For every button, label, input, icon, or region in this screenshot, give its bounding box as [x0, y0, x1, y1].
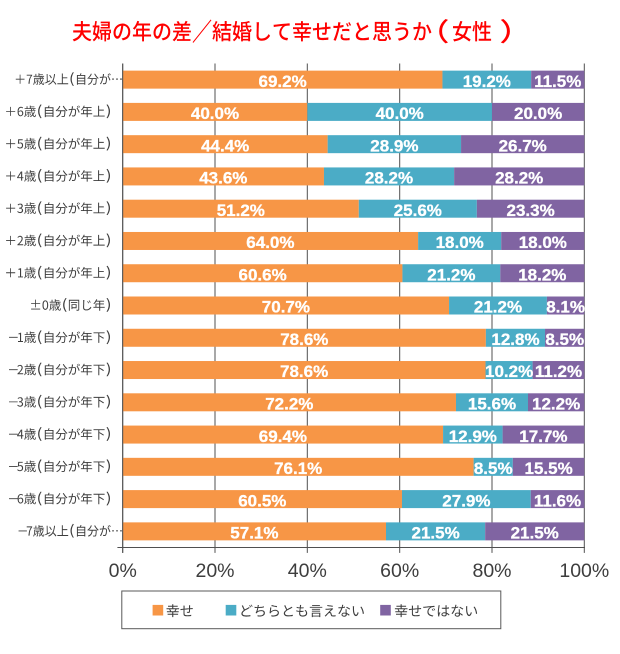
svg-text:70.7%: 70.7% [262, 298, 310, 317]
svg-text:8.5%: 8.5% [545, 330, 584, 349]
svg-text:72.2%: 72.2% [265, 395, 313, 414]
svg-text:15.5%: 15.5% [524, 459, 572, 478]
svg-text:17.7%: 17.7% [519, 427, 567, 446]
svg-text:15.6%: 15.6% [468, 395, 516, 414]
svg-text:64.0%: 64.0% [246, 233, 294, 252]
svg-text:25.6%: 25.6% [394, 201, 442, 220]
svg-text:12.8%: 12.8% [491, 330, 539, 349]
svg-text:69.4%: 69.4% [259, 427, 307, 446]
svg-text:19.2%: 19.2% [463, 72, 511, 91]
svg-text:40.0%: 40.0% [376, 104, 424, 123]
svg-text:40%: 40% [288, 560, 327, 582]
svg-text:60.6%: 60.6% [238, 265, 286, 284]
svg-text:26.7%: 26.7% [499, 136, 547, 155]
svg-text:18.0%: 18.0% [436, 233, 484, 252]
svg-text:57.1%: 57.1% [230, 524, 278, 543]
svg-text:60.5%: 60.5% [238, 491, 286, 510]
svg-text:78.6%: 78.6% [280, 330, 328, 349]
svg-text:76.1%: 76.1% [274, 459, 322, 478]
svg-text:60%: 60% [380, 560, 419, 582]
svg-text:51.2%: 51.2% [217, 201, 265, 220]
svg-text:11.6%: 11.6% [534, 491, 581, 510]
svg-text:28.2%: 28.2% [495, 169, 543, 188]
svg-text:80%: 80% [472, 560, 511, 582]
svg-text:8.5%: 8.5% [474, 459, 513, 478]
svg-text:44.4%: 44.4% [201, 136, 249, 155]
svg-text:10.2%: 10.2% [485, 362, 533, 381]
svg-text:21.2%: 21.2% [427, 265, 475, 284]
svg-text:21.2%: 21.2% [474, 298, 522, 317]
svg-text:23.3%: 23.3% [506, 201, 554, 220]
svg-text:8.1%: 8.1% [546, 298, 585, 317]
svg-text:20.0%: 20.0% [514, 104, 562, 123]
svg-text:21.5%: 21.5% [511, 524, 559, 543]
svg-text:21.5%: 21.5% [411, 524, 459, 543]
svg-text:12.9%: 12.9% [449, 427, 497, 446]
svg-text:20%: 20% [195, 560, 234, 582]
svg-text:12.2%: 12.2% [532, 395, 580, 414]
svg-text:100%: 100% [559, 560, 609, 582]
svg-text:11.2%: 11.2% [535, 362, 582, 381]
svg-text:28.9%: 28.9% [370, 136, 418, 155]
svg-text:40.0%: 40.0% [191, 104, 239, 123]
svg-text:11.5%: 11.5% [534, 72, 581, 91]
svg-text:0%: 0% [109, 560, 137, 582]
svg-text:78.6%: 78.6% [280, 362, 328, 381]
svg-text:18.0%: 18.0% [519, 233, 567, 252]
svg-text:43.6%: 43.6% [199, 169, 247, 188]
svg-text:28.2%: 28.2% [365, 169, 413, 188]
svg-text:27.9%: 27.9% [442, 491, 490, 510]
svg-text:18.2%: 18.2% [518, 265, 566, 284]
svg-text:69.2%: 69.2% [258, 72, 306, 91]
